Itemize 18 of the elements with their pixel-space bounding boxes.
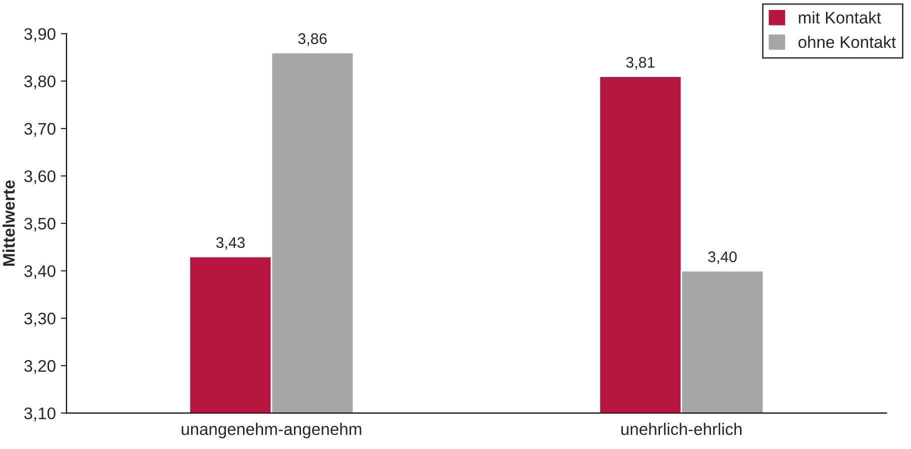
data-label: 3,43 xyxy=(216,237,245,250)
y-tick-label: 3,60 xyxy=(24,170,56,184)
data-label: 3,86 xyxy=(298,33,327,46)
y-axis-title: Mittelwerte xyxy=(2,180,15,266)
data-label: 3,81 xyxy=(626,56,655,70)
data-label: 3,40 xyxy=(708,251,737,264)
legend-label: ohne Kontakt xyxy=(798,36,896,48)
y-tick-label: 3,10 xyxy=(24,407,56,422)
y-tick-label: 3,70 xyxy=(24,122,56,137)
y-tick-label: 3,20 xyxy=(24,360,56,374)
y-tick-label: 3,40 xyxy=(24,265,56,279)
legend-label: mit Kontakt xyxy=(798,11,882,24)
x-tick-label: unehrlich-ehrlich xyxy=(621,422,742,436)
x-tick-label: unangenehm-angenehm xyxy=(182,422,362,438)
y-tick-label: 3,50 xyxy=(24,218,56,232)
y-tick-label: 3,80 xyxy=(24,76,56,90)
y-tick-label: 3,30 xyxy=(24,312,56,326)
y-tick-label: 3,90 xyxy=(24,28,56,42)
